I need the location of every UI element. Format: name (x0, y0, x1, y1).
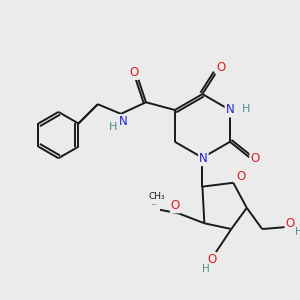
Text: H: H (242, 104, 250, 114)
Text: O: O (250, 152, 260, 165)
Text: O: O (216, 61, 225, 74)
Text: O: O (171, 200, 180, 212)
Text: CH₃: CH₃ (149, 192, 165, 201)
Text: O: O (236, 169, 246, 182)
Text: H: H (109, 122, 117, 132)
Text: H: H (202, 264, 210, 274)
Text: N: N (118, 115, 127, 128)
Text: N: N (226, 103, 234, 116)
Text: O: O (286, 217, 295, 230)
Text: O: O (130, 66, 139, 79)
Text: methoxy: methoxy (152, 204, 158, 205)
Text: N: N (199, 152, 208, 165)
Text: O: O (207, 254, 217, 266)
Text: H: H (295, 227, 300, 237)
